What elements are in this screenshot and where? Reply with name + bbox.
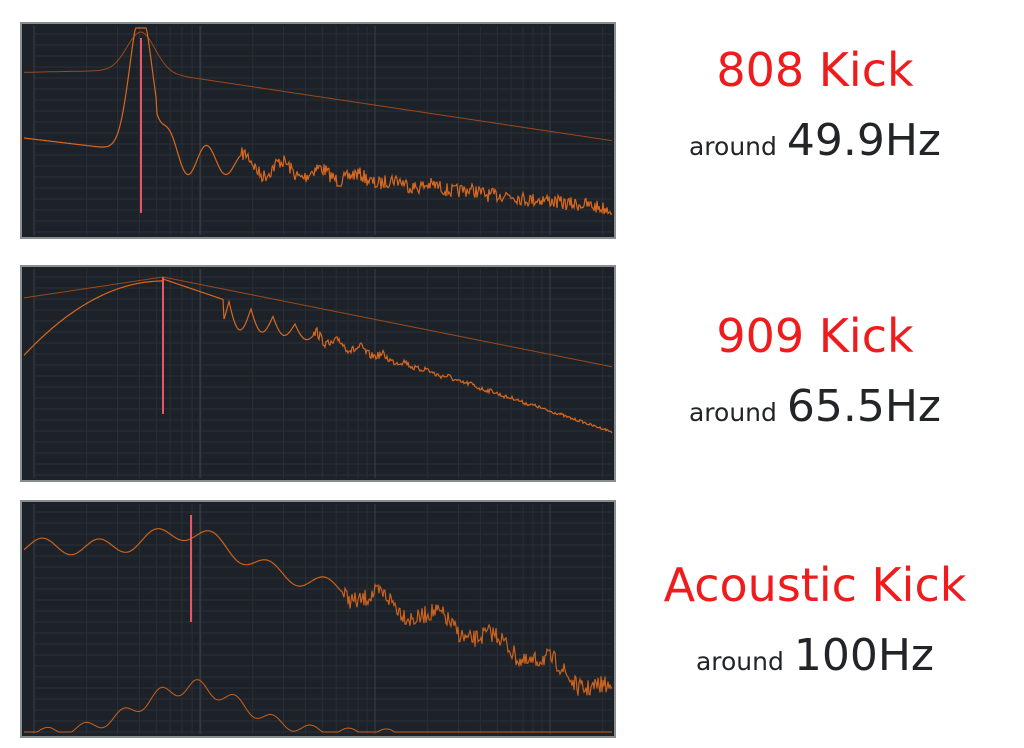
frequency: 100Hz [794,630,934,681]
spectrum-curve [23,528,613,696]
prefix: around [696,647,784,676]
spectrum-curve [23,278,613,434]
spectrum-curve [24,31,613,142]
frequency: 49.9Hz [787,115,941,166]
spectrum-curve [23,276,613,368]
kick-name: Acoustic Kick [664,558,967,612]
spectrum-curve [23,27,613,216]
kick-name: 909 Kick [716,309,914,363]
panel-bg [22,267,614,480]
kick-name: 808 Kick [716,43,914,97]
frequency: 65.5Hz [787,381,941,432]
prefix: around [689,132,777,161]
spectrum-curve [24,679,612,733]
kick-frequency: around 100Hz [696,630,934,681]
spectrum-panels [20,22,616,738]
panel-bg [22,502,614,736]
kick-frequency: around 65.5Hz [689,381,941,432]
kick-frequency: around 49.9Hz [689,115,941,166]
prefix: around [689,398,777,427]
